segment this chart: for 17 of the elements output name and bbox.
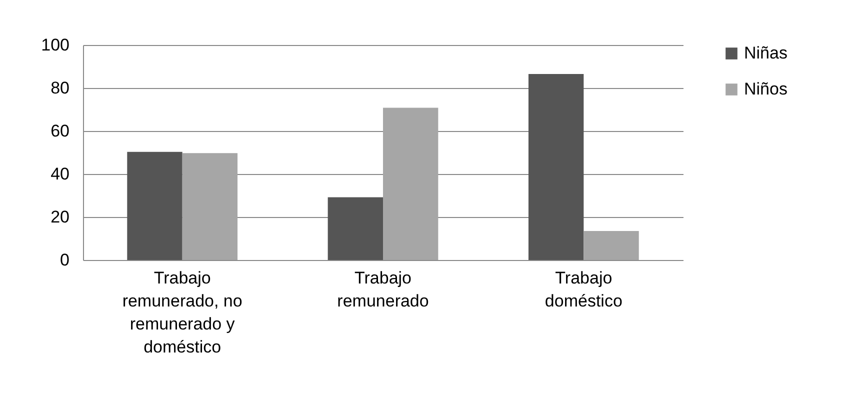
legend-label: Niñas [744,44,788,62]
y-tick-label: 100 [41,36,70,54]
bar [127,152,182,260]
y-tick-label: 40 [50,164,70,184]
y-tick-label: 20 [50,208,70,226]
bar [383,108,438,260]
y-tick-label: 0 [60,250,70,270]
y-tick-label: 80 [50,78,70,98]
x-tick-label: Trabajo remunerado [337,268,429,310]
bar [584,230,639,260]
bar [528,74,584,260]
bar [182,153,238,260]
x-tick-label: Trabajo remunerado, no remunerado y doméstico [122,268,242,356]
x-tick-label: Trabajo doméstico [544,268,622,310]
bar [328,197,383,260]
legend-label: Niños [744,80,788,98]
y-tick-label: 60 [50,122,70,140]
